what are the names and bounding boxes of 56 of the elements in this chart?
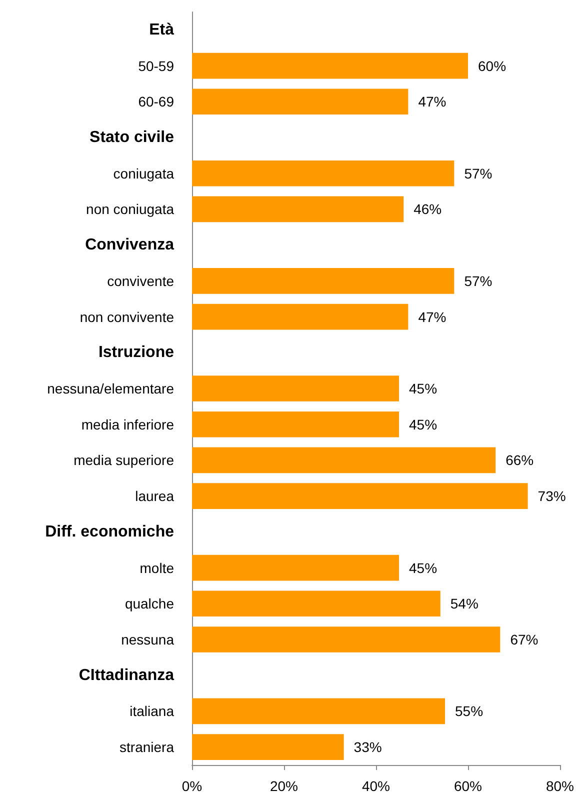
- y-tick-label: nessuna: [121, 632, 174, 648]
- data-label: 54%: [450, 596, 478, 612]
- y-tick-label: 50-59: [138, 58, 174, 74]
- y-tick-label: CIttadinanza: [78, 666, 174, 684]
- y-tick-label: media superiore: [74, 452, 174, 468]
- bar: [192, 698, 445, 724]
- bar: [192, 304, 408, 330]
- y-tick-label: laurea: [135, 488, 174, 504]
- y-tick-label: non convivente: [80, 308, 174, 325]
- data-label: 66%: [506, 452, 534, 468]
- bar: [192, 590, 440, 617]
- bar: [192, 268, 454, 294]
- x-tick-label: 40%: [362, 778, 390, 794]
- data-label: 55%: [454, 703, 484, 720]
- bar: [192, 411, 399, 438]
- bar: [192, 160, 454, 186]
- y-tick-label: 60-69: [138, 94, 174, 110]
- y-tick-label: coniugata: [113, 165, 174, 182]
- y-tick-label: Età: [149, 21, 174, 38]
- y-tick-label: non coniugata: [86, 201, 174, 218]
- x-tick-label: 60%: [454, 778, 482, 794]
- y-tick-label: Diff. economiche: [45, 523, 174, 540]
- bar: [192, 554, 399, 581]
- data-label: 46%: [414, 201, 442, 218]
- data-label: 45%: [408, 560, 438, 576]
- y-tick-label: nessuna/elementare: [47, 380, 174, 396]
- data-label: 47%: [418, 308, 446, 325]
- data-label: 73%: [538, 488, 566, 504]
- y-tick-label: Convivenza: [85, 236, 174, 254]
- bar: [192, 196, 404, 222]
- x-tick-label: 20%: [270, 778, 298, 794]
- x-tick-label: 80%: [546, 778, 574, 794]
- data-label: 57%: [464, 165, 492, 182]
- data-label: 60%: [478, 58, 506, 74]
- bar: [192, 626, 500, 652]
- data-label: 45%: [408, 416, 438, 432]
- y-tick-label: italiana: [130, 703, 174, 720]
- bar: [192, 734, 344, 760]
- data-label: 67%: [510, 632, 538, 648]
- y-tick-label: qualche: [124, 596, 174, 612]
- data-label: 57%: [464, 272, 492, 289]
- bar: [192, 52, 468, 79]
- data-label: 45%: [408, 380, 438, 396]
- bar: [192, 447, 496, 474]
- data-label: 47%: [418, 94, 446, 110]
- y-tick-label: convivente: [107, 272, 174, 289]
- y-tick-label: Stato civile: [90, 129, 174, 146]
- bar: [192, 88, 408, 115]
- y-tick-label: straniera: [120, 739, 174, 756]
- y-tick-label: media inferiore: [81, 416, 174, 432]
- y-tick-label: molte: [140, 560, 174, 576]
- y-tick-label: Istruzione: [98, 344, 174, 362]
- bar: [192, 483, 528, 509]
- bar: [192, 376, 399, 402]
- data-label: 33%: [354, 739, 382, 756]
- x-tick-label: 0%: [182, 778, 202, 794]
